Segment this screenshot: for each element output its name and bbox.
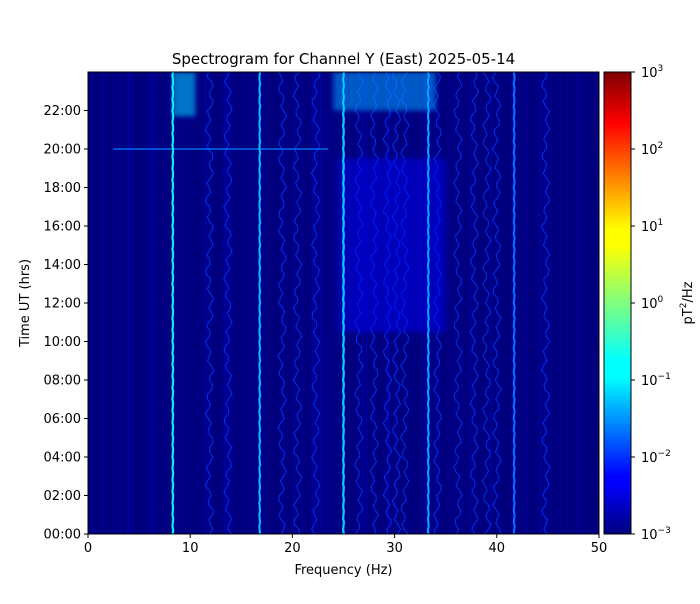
y-tick-label: 04:00 (44, 451, 81, 466)
y-tick-label: 14:00 (44, 258, 81, 273)
minor-line (453, 72, 463, 534)
minor-line (540, 72, 551, 534)
colorbar-ticks: 103 102 101 100 10−1 10−2 10−3 (631, 64, 671, 543)
x-axis: 0 10 20 30 40 50 (84, 534, 607, 556)
colorbar-tick-label: 10−1 (641, 372, 671, 389)
resonance-line (258, 72, 262, 534)
colorbar-tick-label: 102 (641, 141, 663, 158)
resonance-line (171, 72, 175, 534)
minor-line (469, 72, 480, 534)
x-axis-label: Frequency (Hz) (294, 563, 392, 578)
colorbar-label: pT2/Hz (679, 281, 696, 324)
colorbar (603, 71, 632, 535)
y-tick-label: 18:00 (44, 181, 81, 196)
resonance-line (512, 72, 516, 534)
chart-title: Spectrogram for Channel Y (East) 2025-05… (172, 50, 515, 68)
colorbar-label-base: pT (681, 308, 696, 324)
x-tick-label: 50 (591, 541, 608, 556)
x-tick-label: 0 (84, 541, 92, 556)
late-hours-event (333, 72, 436, 111)
colorbar-tick-label: 101 (641, 218, 663, 235)
colorbar-label-tail: /Hz (681, 281, 696, 302)
y-tick-label: 12:00 (44, 297, 81, 312)
y-tick-label: 06:00 (44, 412, 81, 427)
colorbar-tick-label: 100 (641, 295, 664, 312)
colorbar-label-sup: 2 (679, 303, 689, 309)
colorbar-tick-label: 10−3 (641, 526, 671, 543)
x-tick-label: 30 (386, 541, 403, 556)
spectrogram-marks (91, 72, 586, 534)
y-axis: 00:00 02:00 04:00 06:00 08:00 10:00 12:00 14:00… (44, 104, 88, 543)
late-hours-event (172, 72, 196, 117)
resonance-line (426, 72, 430, 534)
y-tick-label: 22:00 (44, 104, 81, 119)
minor-line (491, 72, 502, 534)
minor-line (481, 72, 492, 534)
colorbar-tick-label: 103 (641, 64, 663, 81)
y-tick-label: 08:00 (44, 374, 81, 389)
colorbar-tick-label: 10−2 (641, 449, 671, 466)
y-tick-label: 02:00 (44, 489, 81, 504)
y-axis-label: Time UT (hrs) (18, 259, 33, 348)
y-tick-label: 16:00 (44, 220, 81, 235)
x-tick-label: 40 (489, 541, 506, 556)
y-tick-label: 20:00 (44, 143, 81, 158)
x-tick-label: 10 (182, 541, 199, 556)
y-tick-label: 10:00 (44, 335, 81, 350)
x-tick-label: 20 (284, 541, 301, 556)
y-tick-label: 00:00 (44, 528, 81, 543)
resonance-line (341, 72, 346, 534)
